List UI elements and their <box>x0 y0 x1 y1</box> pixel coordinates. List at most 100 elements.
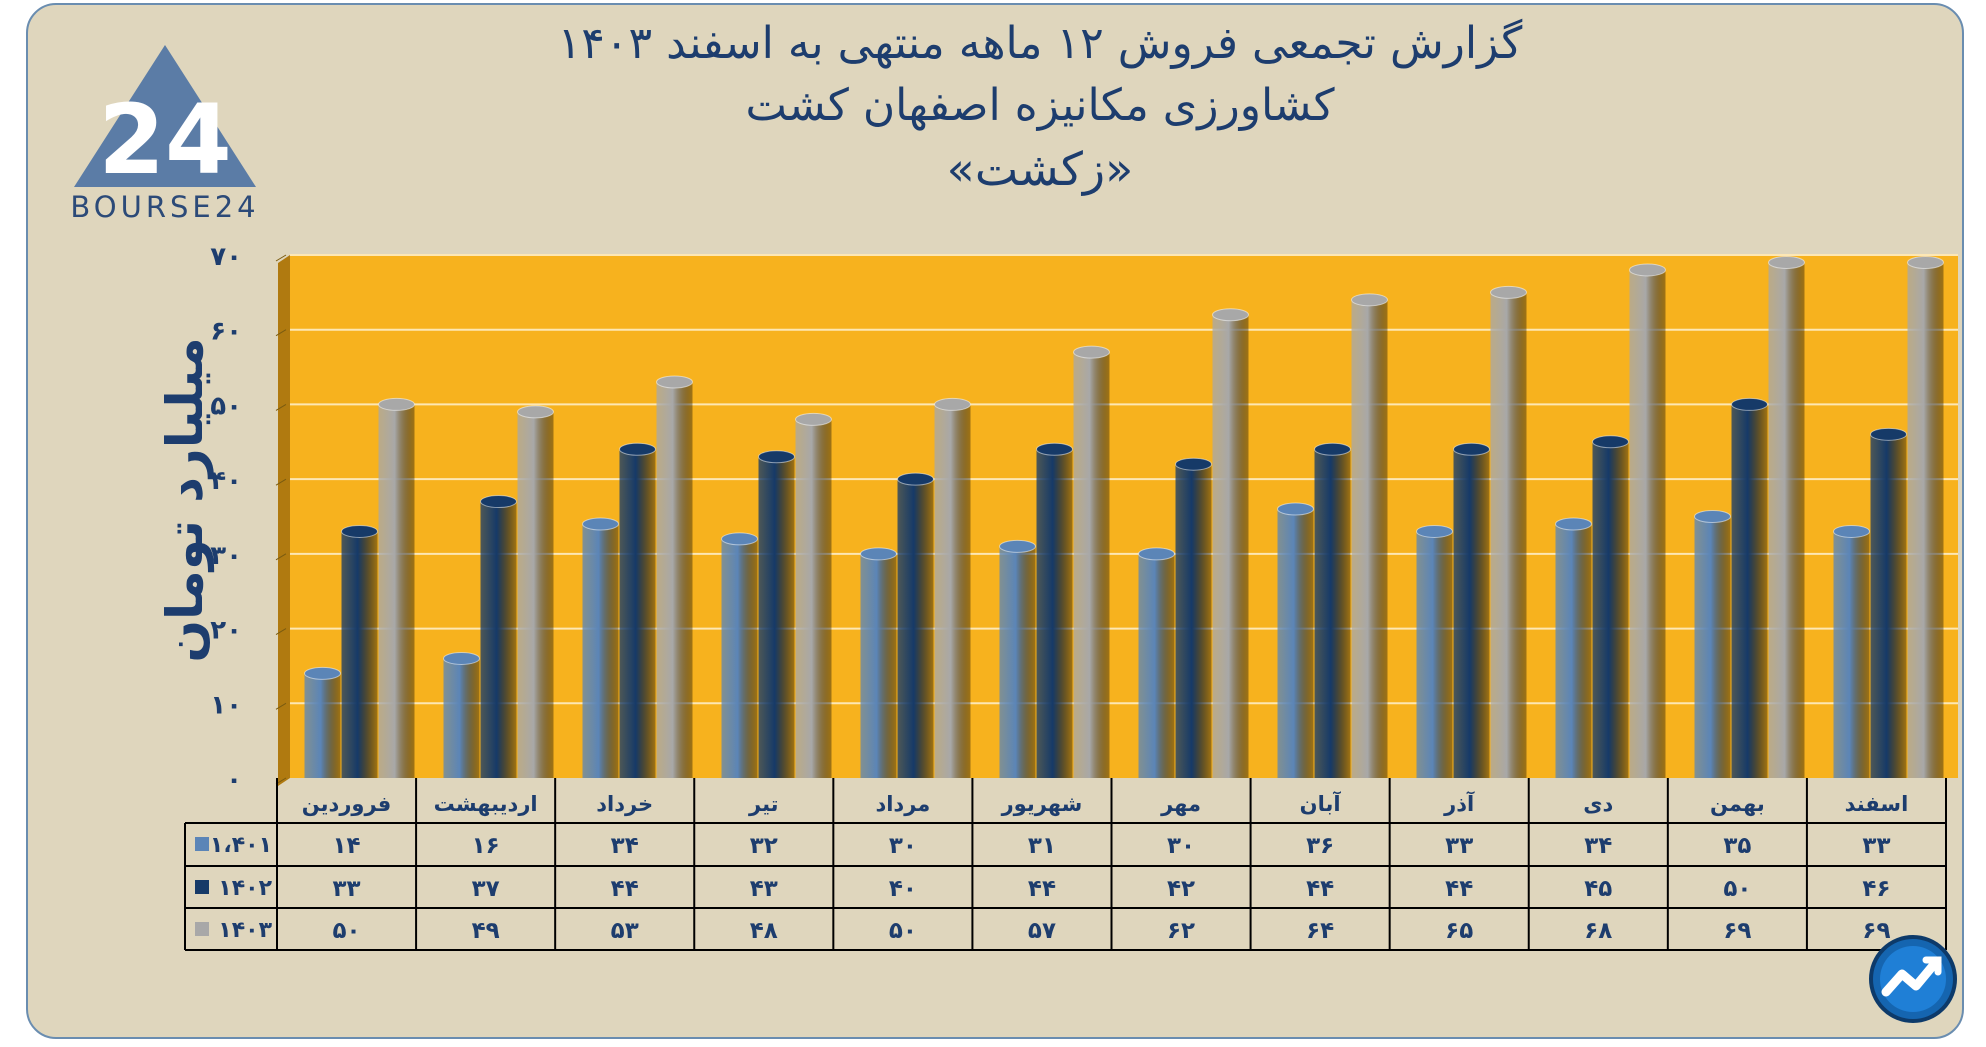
data-label: ۳۵ <box>1723 833 1751 859</box>
bar <box>1314 449 1351 778</box>
y-tick-mark <box>275 553 287 561</box>
bar <box>1555 523 1592 778</box>
bar-top <box>1907 255 1944 269</box>
bar <box>1833 531 1870 778</box>
data-label: ۳۷ <box>472 876 500 902</box>
bar <box>656 382 693 778</box>
x-category-label: آبان <box>1300 791 1342 816</box>
bar <box>1731 404 1768 778</box>
bar <box>341 531 378 778</box>
x-category-label: مرداد <box>875 792 930 816</box>
bar-top <box>619 442 656 456</box>
bar-top <box>1175 457 1212 471</box>
bar <box>1175 464 1212 778</box>
bar-top <box>1314 442 1351 456</box>
bar <box>795 419 832 778</box>
data-label: ۴۹ <box>472 918 500 944</box>
x-category-label: اردیبهشت <box>434 792 538 816</box>
x-category-label: فروردین <box>302 792 392 816</box>
bar-top <box>860 547 897 561</box>
bar-top <box>304 666 341 680</box>
legend-label: ۱،۴۰۱ <box>210 833 272 858</box>
trend-arrow-icon[interactable] <box>1868 934 1958 1024</box>
plot-side-wall <box>278 255 290 786</box>
bar <box>1036 449 1073 778</box>
bar <box>934 404 971 778</box>
bar-top <box>1833 524 1870 538</box>
data-label: ۶۹ <box>1862 918 1890 944</box>
data-label: ۳۴ <box>1584 833 1612 859</box>
bar-top <box>341 524 378 538</box>
legend-swatch <box>195 880 209 894</box>
data-label: ۳۴ <box>611 833 639 859</box>
bar-top <box>480 495 517 509</box>
bar <box>1592 441 1629 778</box>
y-tick-label: ۵۰ <box>210 391 242 421</box>
bar-top <box>795 412 832 426</box>
bar-top <box>1073 345 1110 359</box>
y-tick-mark <box>275 478 287 486</box>
bar <box>721 538 758 778</box>
y-tick-label: ۱۰ <box>210 690 242 720</box>
x-category-label: بهمن <box>1710 792 1765 816</box>
data-label: ۵۳ <box>611 918 639 944</box>
x-category-label: آذر <box>1443 791 1475 816</box>
bar <box>1277 509 1314 778</box>
plot-area <box>290 255 1958 778</box>
bar <box>1073 352 1110 778</box>
bar-top <box>582 517 619 531</box>
x-category-label: شهریور <box>1001 792 1083 816</box>
x-category-label: مهر <box>1160 792 1201 816</box>
bar <box>1453 449 1490 778</box>
bar-top <box>1629 263 1666 277</box>
y-tick-label: ۰ <box>226 765 242 795</box>
data-label: ۵۰ <box>333 918 361 944</box>
bar-top <box>1694 510 1731 523</box>
bar-top <box>378 397 415 411</box>
bar <box>443 658 480 778</box>
bar <box>1629 269 1666 778</box>
x-category-label: خرداد <box>596 792 653 816</box>
y-tick-mark <box>275 329 287 337</box>
bar <box>1694 516 1731 778</box>
bar-top <box>517 405 554 419</box>
logo-text: BOURSE24 <box>70 190 260 224</box>
data-label: ۶۹ <box>1723 918 1751 944</box>
y-tick-label: ۲۰ <box>210 616 242 646</box>
data-label: ۴۴ <box>611 876 639 902</box>
data-label: ۳۳ <box>1445 833 1473 859</box>
y-axis-label: میلیارد تومان <box>156 337 215 662</box>
bar <box>1870 434 1907 778</box>
bar <box>582 523 619 778</box>
y-tick-label: ۳۰ <box>210 541 242 571</box>
data-label: ۴۵ <box>1584 876 1612 902</box>
legend-label: ۱۴۰۳ <box>218 918 272 943</box>
data-label: ۵۰ <box>1723 876 1751 902</box>
bourse24-logo-icon: 24 <box>74 45 256 196</box>
data-label: ۵۰ <box>889 918 917 944</box>
bar <box>480 501 517 778</box>
bar <box>378 404 415 778</box>
bar-top <box>1351 293 1388 307</box>
data-label: ۴۴ <box>1306 876 1334 902</box>
bar-top <box>758 450 795 464</box>
bar-top <box>656 375 693 389</box>
bar <box>619 449 656 778</box>
bar-top <box>1212 308 1249 322</box>
data-label: ۶۴ <box>1306 918 1334 944</box>
bar-top <box>1870 427 1907 441</box>
chart-subtitle: کشاورزی مکانیزه اصفهان کشت <box>745 80 1335 131</box>
data-label: ۳۰ <box>1167 833 1195 859</box>
bar <box>1351 299 1388 778</box>
data-label: ۳۰ <box>889 833 917 859</box>
bar-top <box>999 539 1036 553</box>
legend-label: ۱۴۰۲ <box>218 876 272 901</box>
bar-top <box>897 472 934 486</box>
data-label: ۳۱ <box>1028 833 1056 859</box>
bar-top <box>1138 547 1175 561</box>
bar-top <box>1036 442 1073 456</box>
data-label: ۴۸ <box>750 918 778 944</box>
data-label: ۶۲ <box>1167 918 1195 944</box>
data-label: ۳۳ <box>333 876 361 902</box>
